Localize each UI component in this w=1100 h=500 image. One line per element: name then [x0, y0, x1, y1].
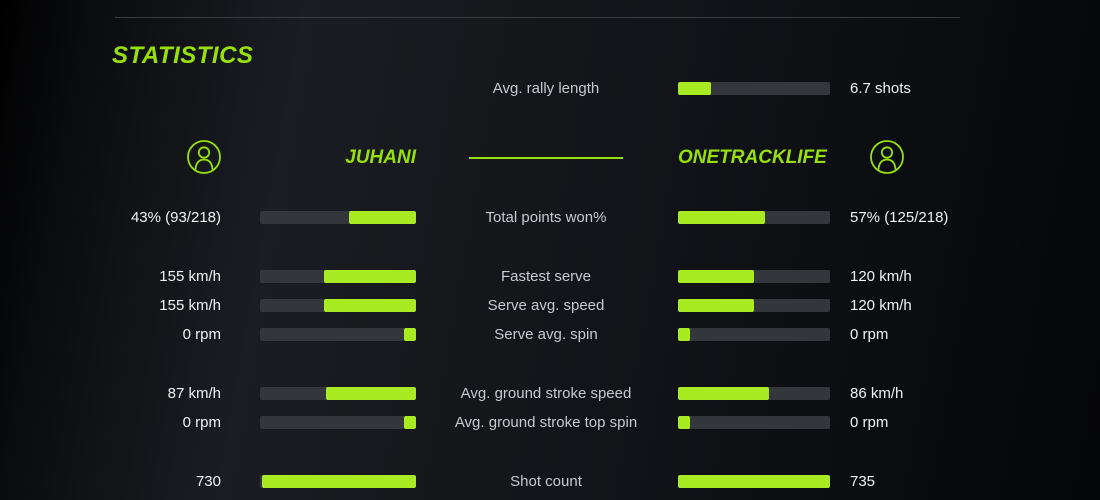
rally-length-row: Avg. rally length 6.7 shots — [0, 79, 1100, 99]
stat-bar-left-fill — [403, 328, 416, 341]
rally-length-bar-fill — [678, 82, 712, 95]
stat-row: 0 rpm Avg. ground stroke top spin 0 rpm — [0, 413, 1100, 433]
stat-value-left: 0 rpm — [182, 326, 221, 343]
stat-value-left: 87 km/h — [167, 385, 221, 402]
header-divider — [469, 157, 623, 159]
players-header: JUHANI ONETRACKLIFE — [0, 140, 1100, 174]
page-title: STATISTICS — [112, 42, 254, 69]
stat-value-right: 735 — [850, 473, 876, 490]
stat-bar-right — [678, 416, 830, 429]
stat-bar-right-fill — [678, 299, 754, 312]
stat-value-right: 86 km/h — [850, 385, 904, 402]
stat-row: 43% (93/218) Total points won% 57% (125/21… — [0, 208, 1100, 228]
stat-bar-left — [260, 387, 416, 400]
rally-length-label: Avg. rally length — [492, 80, 600, 97]
stat-value-left: 730 — [195, 473, 221, 490]
stat-bar-left — [260, 416, 416, 429]
stat-value-right: 57% (125/218) — [850, 209, 949, 226]
stat-bar-right — [678, 475, 830, 488]
stat-bar-left — [260, 211, 416, 224]
stat-bar-left-fill — [325, 387, 416, 400]
stat-label: Serve avg. spin — [494, 326, 598, 343]
stat-bar-left-fill — [348, 211, 416, 224]
stat-value-right: 120 km/h — [850, 268, 912, 285]
stat-bar-right-fill — [678, 211, 765, 224]
stat-bar-right — [678, 328, 830, 341]
stat-row: 155 km/h Fastest serve 120 km/h — [0, 267, 1100, 287]
stat-label: Shot count — [510, 473, 582, 490]
player-left-name: JUHANI — [345, 147, 416, 168]
stat-bar-left — [260, 475, 416, 488]
stat-bar-right-fill — [678, 475, 830, 488]
user-icon — [187, 140, 221, 174]
stat-value-right: 0 rpm — [850, 326, 889, 343]
rally-length-value: 6.7 shots — [850, 80, 911, 97]
stat-bar-right-fill — [678, 416, 691, 429]
stat-value-right: 0 rpm — [850, 414, 889, 431]
stat-bar-left — [260, 270, 416, 283]
stat-value-left: 0 rpm — [182, 414, 221, 431]
stat-row: 155 km/h Serve avg. speed 120 km/h — [0, 296, 1100, 316]
stat-bar-left — [260, 328, 416, 341]
stat-bar-right — [678, 299, 830, 312]
stat-label: Fastest serve — [500, 268, 592, 285]
stat-bar-left-fill — [323, 299, 416, 312]
player-right-name: ONETRACKLIFE — [678, 147, 827, 168]
stat-bar-left — [260, 299, 416, 312]
stat-bar-right-fill — [678, 270, 754, 283]
stat-value-right: 120 km/h — [850, 297, 912, 314]
stat-value-left: 43% (93/218) — [130, 209, 221, 226]
stat-label: Avg. ground stroke speed — [460, 385, 632, 402]
stat-bar-left-fill — [323, 270, 416, 283]
stat-label: Avg. ground stroke top spin — [454, 414, 638, 431]
stat-row: 87 km/h Avg. ground stroke speed 86 km/h — [0, 384, 1100, 404]
stat-value-left: 155 km/h — [159, 297, 221, 314]
stat-bar-right — [678, 211, 830, 224]
stat-row: 730 Shot count 735 — [0, 472, 1100, 492]
stat-label: Serve avg. speed — [487, 297, 605, 314]
top-divider — [115, 17, 960, 18]
stat-bar-left-fill — [261, 475, 416, 488]
stat-bar-left-fill — [403, 416, 416, 429]
stat-row: 0 rpm Serve avg. spin 0 rpm — [0, 325, 1100, 345]
stat-bar-right — [678, 270, 830, 283]
stat-value-left: 155 km/h — [159, 268, 221, 285]
stat-bar-right-fill — [678, 328, 691, 341]
stat-bar-right-fill — [678, 387, 770, 400]
user-icon — [870, 140, 904, 174]
rally-length-bar — [678, 82, 830, 95]
stat-label: Total points won% — [485, 209, 607, 226]
stat-bar-right — [678, 387, 830, 400]
